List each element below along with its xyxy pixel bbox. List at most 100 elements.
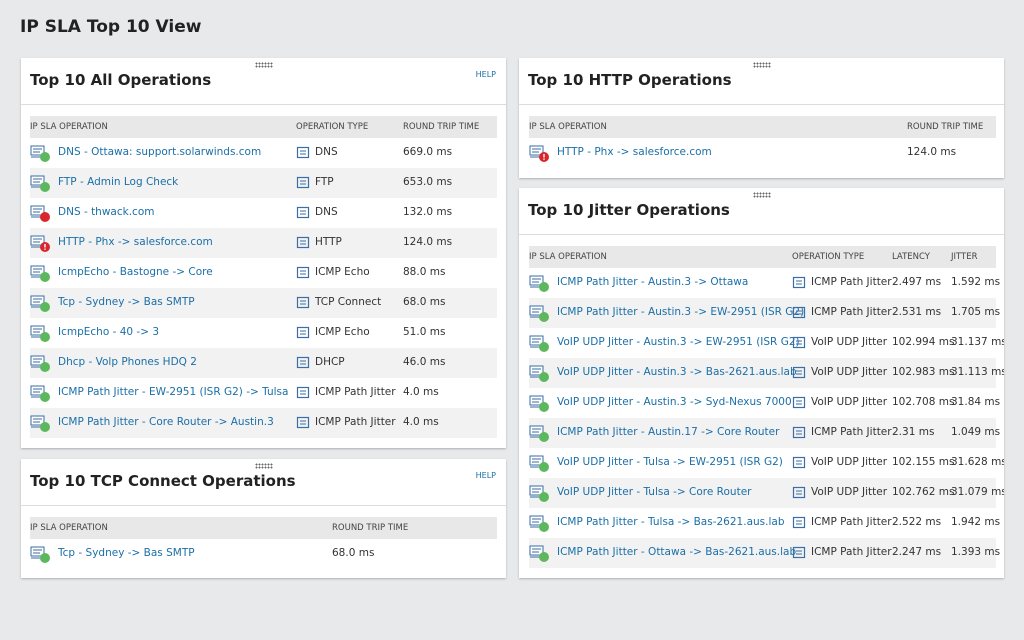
operation-link[interactable]: VoIP UDP Jitter - Austin.3 -> Bas-2621.a…: [557, 366, 797, 378]
metric-value: 31.628 ms: [951, 456, 1004, 468]
operation-type: HTTP: [315, 236, 342, 248]
table-row: DNS - thwack.com DNS 132.0 ms: [30, 198, 497, 228]
table-header: IP SLA OPERATION ROUND TRIP TIME: [529, 116, 996, 138]
metric-value: 68.0 ms: [332, 547, 375, 559]
table-row: ICMP Path Jitter - EW-2951 (ISR G2) -> T…: [30, 378, 497, 408]
status-icon: [529, 425, 549, 442]
operation-type: ICMP Path Jitter: [811, 276, 892, 288]
status-icon: [30, 325, 50, 342]
drag-handle[interactable]: [254, 463, 273, 469]
table-row: IcmpEcho - Bastogne -> Core ICMP Echo 88.0…: [30, 258, 497, 288]
status-icon: [529, 395, 549, 412]
column-header: LATENCY: [892, 252, 930, 262]
operation-link[interactable]: ICMP Path Jitter - Austin.3 -> EW-2951 (…: [557, 306, 805, 318]
column-header: IP SLA OPERATION: [529, 122, 607, 132]
operation-type: ICMP Path Jitter: [811, 426, 892, 438]
table-row: DNS - Ottawa: support.solarwinds.com DNS 6…: [30, 138, 497, 168]
status-icon: [529, 515, 549, 532]
page-title: IP SLA Top 10 View: [20, 17, 202, 37]
metric-value: 1.942 ms: [951, 516, 1001, 528]
metric-value: 124.0 ms: [907, 146, 957, 158]
operation-type: ICMP Echo: [315, 326, 370, 338]
type-icon: [296, 236, 310, 249]
type-icon: [792, 516, 806, 529]
operation-link[interactable]: HTTP - Phx -> salesforce.com: [58, 236, 213, 248]
status-icon: [529, 545, 549, 562]
operation-link[interactable]: HTTP - Phx -> salesforce.com: [557, 146, 712, 158]
operation-link[interactable]: VoIP UDP Jitter - Austin.3 -> Syd-Nexus …: [557, 396, 792, 408]
type-icon: [792, 546, 806, 559]
operation-link[interactable]: VoIP UDP Jitter - Tulsa -> EW-2951 (ISR …: [557, 456, 783, 468]
type-icon: [296, 386, 310, 399]
operation-link[interactable]: ICMP Path Jitter - Austin.3 -> Ottawa: [557, 276, 749, 288]
type-icon: [296, 296, 310, 309]
operation-type: VoIP UDP Jitter: [811, 396, 888, 408]
table-row: VoIP UDP Jitter - Tulsa -> Core Router Vo…: [529, 478, 1004, 508]
status-icon: [30, 295, 50, 312]
type-icon: [792, 336, 806, 349]
operation-type: ICMP Path Jitter: [811, 516, 892, 528]
table-row: ICMP Path Jitter - Ottawa -> Bas-2621.au…: [529, 538, 1000, 568]
drag-handle[interactable]: [752, 62, 771, 68]
divider: [519, 104, 1004, 105]
panel-title: Top 10 TCP Connect Operations: [30, 472, 296, 490]
operation-link[interactable]: Tcp - Sydney -> Bas SMTP: [58, 296, 195, 308]
table-row: VoIP UDP Jitter - Tulsa -> EW-2951 (ISR …: [529, 448, 1004, 478]
status-icon: [529, 485, 549, 502]
panel: Top 10 Jitter Operations IP SLA OPERATION…: [519, 188, 1004, 578]
operation-link[interactable]: ICMP Path Jitter - EW-2951 (ISR G2) -> T…: [58, 386, 289, 398]
operation-link[interactable]: ICMP Path Jitter - Tulsa -> Bas-2621.aus…: [557, 516, 785, 528]
table-row: VoIP UDP Jitter - Austin.3 -> EW-2951 (I…: [529, 328, 1004, 358]
type-icon: [792, 486, 806, 499]
help-link[interactable]: HELP: [475, 70, 496, 79]
operation-link[interactable]: DNS - thwack.com: [58, 206, 155, 218]
panel: Top 10 All Operations HELP IP SLA OPERATIO…: [21, 58, 506, 448]
metric-value: 1.592 ms: [951, 276, 1001, 288]
table-row: ICMP Path Jitter - Austin.3 -> Ottawa ICM…: [529, 268, 1000, 298]
drag-handle[interactable]: [752, 192, 771, 198]
operation-link[interactable]: DNS - Ottawa: support.solarwinds.com: [58, 146, 262, 158]
divider: [21, 104, 506, 105]
type-icon: [296, 356, 310, 369]
operation-type: DNS: [315, 206, 338, 218]
column-header: OPERATION TYPE: [296, 122, 369, 132]
operation-link[interactable]: ICMP Path Jitter - Austin.17 -> Core Rou…: [557, 426, 780, 438]
table-row: VoIP UDP Jitter - Austin.3 -> Syd-Nexus …: [529, 388, 1000, 418]
status-icon: [529, 145, 549, 162]
table-header: IP SLA OPERATION OPERATION TYPE LATENCY JIT…: [529, 246, 996, 268]
status-icon: [30, 175, 50, 192]
type-icon: [792, 276, 806, 289]
metric-value: 31.079 ms: [951, 486, 1004, 498]
type-icon: [296, 176, 310, 189]
panel-title: Top 10 Jitter Operations: [528, 201, 730, 219]
operation-type: VoIP UDP Jitter: [811, 486, 888, 498]
metric-value: 2.522 ms: [892, 516, 942, 528]
metric-value: 2.247 ms: [892, 546, 942, 558]
column-header: OPERATION TYPE: [792, 252, 865, 262]
type-icon: [296, 206, 310, 219]
metric-value: 669.0 ms: [403, 146, 453, 158]
drag-handle[interactable]: [254, 62, 273, 68]
operation-link[interactable]: VoIP UDP Jitter - Tulsa -> Core Router: [557, 486, 752, 498]
status-icon: [30, 145, 50, 162]
table-row: Tcp - Sydney -> Bas SMTP TCP Connect 68.0 …: [30, 288, 497, 318]
metric-value: 2.531 ms: [892, 306, 942, 318]
operation-link[interactable]: ICMP Path Jitter - Core Router -> Austin…: [58, 416, 274, 428]
panel-title: Top 10 All Operations: [30, 71, 212, 89]
metric-value: 51.0 ms: [403, 326, 446, 338]
operation-link[interactable]: ICMP Path Jitter - Ottawa -> Bas-2621.au…: [557, 546, 797, 558]
help-link[interactable]: HELP: [475, 471, 496, 480]
operation-type: FTP: [315, 176, 334, 188]
operation-link[interactable]: Dhcp - Volp Phones HDQ 2: [58, 356, 197, 368]
metric-value: 102.994 ms: [892, 336, 955, 348]
operation-link[interactable]: FTP - Admin Log Check: [58, 176, 179, 188]
metric-value: 2.497 ms: [892, 276, 942, 288]
metric-value: 68.0 ms: [403, 296, 446, 308]
metric-value: 46.0 ms: [403, 356, 446, 368]
operation-link[interactable]: IcmpEcho - Bastogne -> Core: [58, 266, 213, 278]
operation-type: VoIP UDP Jitter: [811, 456, 888, 468]
operation-link[interactable]: IcmpEcho - 40 -> 3: [58, 326, 160, 338]
operation-link[interactable]: VoIP UDP Jitter - Austin.3 -> EW-2951 (I…: [557, 336, 800, 348]
status-icon: [30, 415, 50, 432]
operation-link[interactable]: Tcp - Sydney -> Bas SMTP: [58, 547, 195, 559]
